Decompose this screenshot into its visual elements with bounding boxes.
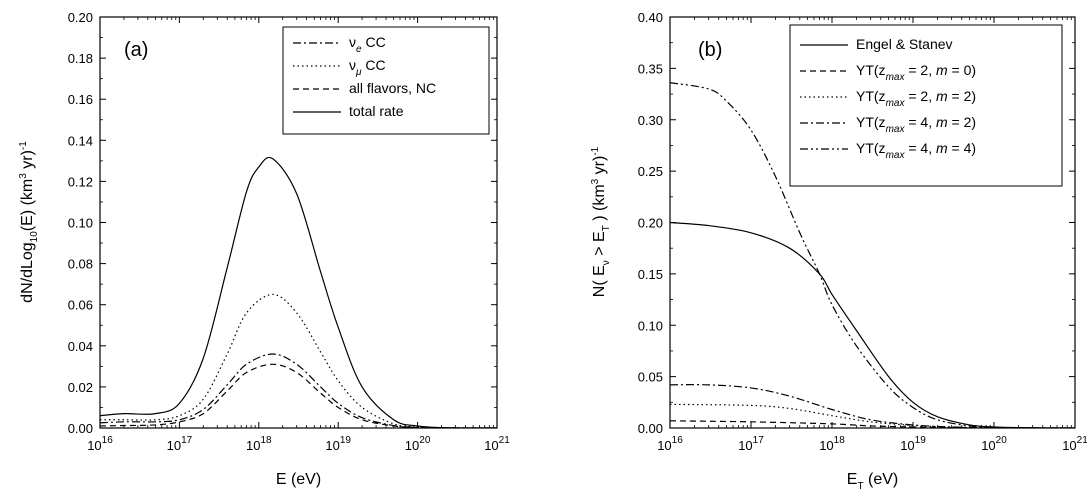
y-tick-label: 0.20 bbox=[638, 216, 663, 231]
y-tick-label: 0.35 bbox=[638, 61, 663, 76]
y-tick-label: 0.00 bbox=[68, 421, 93, 436]
y-tick-label: 0.04 bbox=[68, 339, 93, 354]
y-tick-label: 0.30 bbox=[638, 113, 663, 128]
legend-entry: Engel & Stanev bbox=[856, 36, 953, 52]
panel-b-chart: 1016 1017 1018 1019 1020 1021 0.00 0.05 0.10 0.15… bbox=[590, 10, 1087, 492]
y-tick-label: 0.15 bbox=[638, 267, 663, 282]
panel-label: (b) bbox=[698, 39, 722, 61]
x-tick-label: 1017 bbox=[738, 435, 764, 453]
legend-entry: νμ CC bbox=[349, 57, 386, 78]
y-tick-label: 0.18 bbox=[68, 51, 93, 66]
legend-entry: YT(zmax = 2, m = 2) bbox=[856, 88, 976, 109]
series-line-4 bbox=[670, 82, 1075, 428]
series-line-0 bbox=[100, 353, 497, 428]
legend-entry: total rate bbox=[349, 103, 404, 119]
legend-box bbox=[789, 24, 1063, 187]
x-tick-label: 1021 bbox=[484, 435, 510, 453]
y-tick-label: 0.10 bbox=[68, 216, 93, 231]
series-line-1 bbox=[100, 293, 497, 428]
y-tick-label: 0.05 bbox=[638, 370, 663, 385]
series-line-3 bbox=[100, 156, 497, 428]
x-tick-label: 1018 bbox=[819, 435, 845, 453]
x-tick-label: 1018 bbox=[246, 435, 272, 453]
x-tick-label: 1016 bbox=[87, 435, 113, 453]
y-tick-label: 0.02 bbox=[68, 380, 93, 395]
y-tick-label: 0.00 bbox=[638, 421, 663, 436]
x-tick-label: 1019 bbox=[325, 435, 351, 453]
y-axis-label: N( Eν > ET ) (km3 yr)-1 bbox=[590, 146, 612, 297]
series-line-2 bbox=[100, 363, 497, 428]
panel-a-chart: 1016 1017 1018 1019 1020 1021 0.00 0.02 0.04 0.06… bbox=[18, 10, 510, 488]
y-axis-label: dN/dLog10(E) (km3 yr)-1 bbox=[18, 141, 40, 303]
legend-entry: YT(zmax = 2, m = 0) bbox=[856, 62, 976, 83]
y-tick-label: 0.08 bbox=[68, 257, 93, 272]
x-tick-label: 1020 bbox=[981, 435, 1007, 453]
x-tick-label: 1020 bbox=[405, 435, 431, 453]
x-tick-label: 1019 bbox=[900, 435, 926, 453]
legend-box bbox=[282, 26, 490, 135]
x-axis-label: ET (eV) bbox=[847, 471, 898, 492]
x-tick-label: 1021 bbox=[1062, 435, 1087, 453]
series-line-2 bbox=[670, 403, 1075, 428]
legend-entry: νe CC bbox=[349, 34, 386, 55]
legend-entry: YT(zmax = 4, m = 4) bbox=[856, 140, 976, 161]
panel-label: (a) bbox=[124, 39, 148, 61]
x-tick-label: 1016 bbox=[657, 435, 683, 453]
y-tick-label: 0.06 bbox=[68, 298, 93, 313]
y-tick-label: 0.40 bbox=[638, 10, 663, 25]
y-tick-label: 0.20 bbox=[68, 10, 93, 25]
y-tick-label: 0.25 bbox=[638, 164, 663, 179]
y-tick-label: 0.14 bbox=[68, 133, 93, 148]
y-tick-label: 0.10 bbox=[638, 318, 663, 333]
series-line-0 bbox=[670, 221, 1075, 428]
legend-entry: all flavors, NC bbox=[349, 80, 436, 96]
y-tick-label: 0.16 bbox=[68, 92, 93, 107]
x-axis-label: E (eV) bbox=[276, 471, 321, 488]
legend-entry: YT(zmax = 4, m = 2) bbox=[856, 114, 976, 135]
legend: Engel & Stanev YT(zmax = 2, m = 0) YT(zmax… bbox=[789, 24, 1063, 187]
y-tick-label: 0.12 bbox=[68, 174, 93, 189]
x-tick-label: 1017 bbox=[167, 435, 193, 453]
